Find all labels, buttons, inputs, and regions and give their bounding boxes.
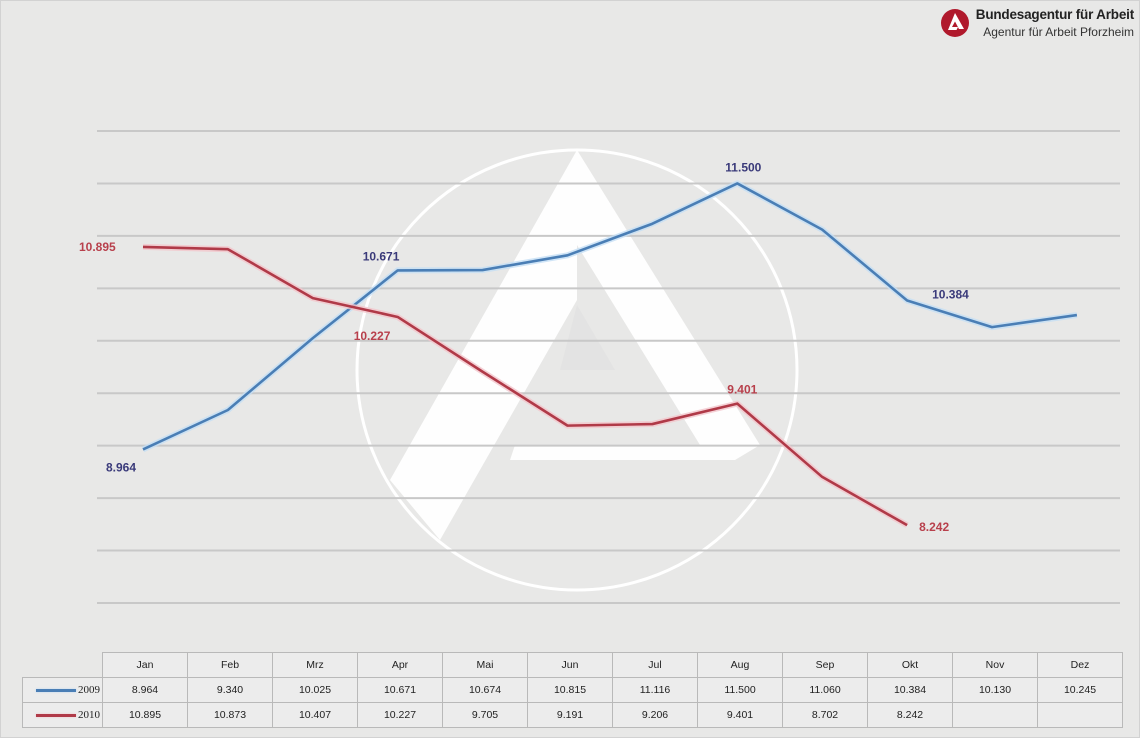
legend-2009: 2009 (22, 677, 103, 703)
data-labels: 8.964 10.671 11.500 10.384 10.895 10.227 9.401… (79, 160, 969, 534)
legend-line-2010-icon (36, 713, 76, 717)
table-row-2010: 2010 10.895 10.873 10.407 10.227 9.705 9… (22, 702, 1123, 728)
table-cell: 10.227 (357, 702, 443, 728)
table-cell: 10.130 (952, 677, 1038, 703)
table-cell: 10.025 (272, 677, 358, 703)
table-cell: 10.674 (442, 677, 528, 703)
data-label: 10.895 (79, 240, 116, 254)
table-cell: 11.116 (612, 677, 698, 703)
data-label: 10.384 (932, 288, 969, 302)
table-cell: 10.895 (102, 702, 188, 728)
table-cell: 9.401 (697, 702, 783, 728)
watermark-logo-icon (355, 148, 799, 592)
table-cell: 10.815 (527, 677, 613, 703)
table-cell: 10.671 (357, 677, 443, 703)
series-line-2010 (142, 245, 908, 527)
table-cell: 11.060 (782, 677, 868, 703)
header-cell: Aug (697, 652, 783, 678)
header-cell: Mrz (272, 652, 358, 678)
table-cell: 9.191 (527, 702, 613, 728)
legend-line-2009-icon (36, 688, 76, 692)
table-cell: 10.407 (272, 702, 358, 728)
header-cell: Sep (782, 652, 868, 678)
series-lines (141, 180, 1078, 528)
table-cell: 10.873 (187, 702, 273, 728)
table-cell: 10.245 (1037, 677, 1123, 703)
table-cell: 10.384 (867, 677, 953, 703)
table-cell: 8.242 (867, 702, 953, 728)
table-cell (1037, 702, 1123, 728)
brand-header: Bundesagentur für Arbeit Agentur für Arb… (940, 6, 1134, 46)
data-label: 9.401 (727, 383, 757, 397)
header-cell: Feb (187, 652, 273, 678)
header-cell: Jan (102, 652, 188, 678)
table-cell: 9.705 (442, 702, 528, 728)
series-line-2009 (142, 182, 1078, 451)
table-row-2009: 2009 8.964 9.340 10.025 10.671 10.674 10… (22, 677, 1123, 703)
header-cell: Mai (442, 652, 528, 678)
data-label: 10.227 (354, 329, 391, 343)
line-chart: 8.964 10.671 11.500 10.384 10.895 10.227 9.401… (79, 130, 1120, 604)
data-label: 8.964 (106, 460, 136, 474)
table-cell: 8.964 (102, 677, 188, 703)
table-cell: 9.340 (187, 677, 273, 703)
data-label: 11.500 (725, 160, 761, 174)
data-table: Jan Feb Mrz Apr Mai Jun Jul Aug Sep Okt … (22, 652, 1123, 728)
data-label: 8.242 (919, 520, 949, 534)
gridlines (97, 130, 1120, 604)
data-label: 10.671 (363, 249, 400, 263)
table-cell: 9.206 (612, 702, 698, 728)
header-cell: Nov (952, 652, 1038, 678)
table-header-row: Jan Feb Mrz Apr Mai Jun Jul Aug Sep Okt … (23, 652, 1123, 678)
header-cell: Jun (527, 652, 613, 678)
table-cell: 11.500 (697, 677, 783, 703)
ba-logo-icon (940, 9, 969, 37)
brand-title: Bundesagentur für Arbeit (975, 7, 1134, 22)
table-cell: 8.702 (782, 702, 868, 728)
header-cell: Okt (867, 652, 953, 678)
legend-2010: 2010 (22, 702, 103, 728)
header-cell: Dez (1037, 652, 1123, 678)
table-cell (952, 702, 1038, 728)
brand-subtitle: Agentur für Arbeit Pforzheim (983, 25, 1134, 39)
header-cell: Jul (612, 652, 698, 678)
header-cell: Apr (357, 652, 443, 678)
